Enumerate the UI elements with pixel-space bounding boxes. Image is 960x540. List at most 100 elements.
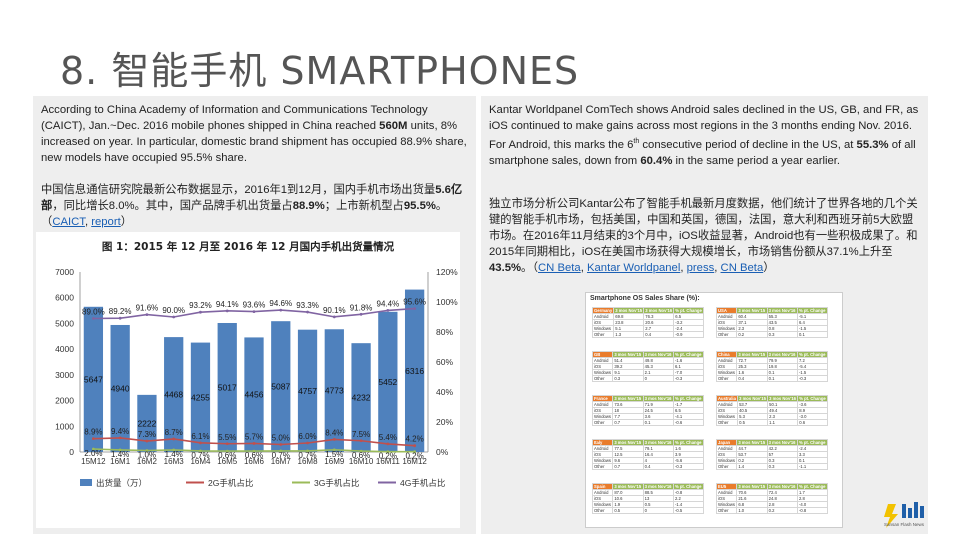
highlight-value: 55.3% xyxy=(856,138,889,151)
bar-value-label: 4468 xyxy=(164,390,183,400)
bar-value-label: 4757 xyxy=(298,386,317,396)
header-cell: % pt. Change xyxy=(672,351,705,358)
table-cell: 0.1 xyxy=(766,375,798,382)
series-data-label: 1.5% xyxy=(325,450,343,459)
region-block: France 3 mos Nov'15 3 mos Nov'16% pt. Chan… xyxy=(591,395,705,426)
slide-title: 8. 智能手机 SMARTPHONES xyxy=(60,49,580,93)
right-axis-tick-label: 60% xyxy=(436,357,453,367)
series-point xyxy=(225,442,229,446)
header-cell: 3 mos Nov'16 xyxy=(642,395,674,402)
text-run: units, 8% increased on year. In particul… xyxy=(41,120,467,164)
series-point xyxy=(172,315,176,319)
series-data-label: 94.6% xyxy=(269,299,292,308)
series-data-label: 1.4% xyxy=(111,450,129,459)
x-tick-label: 16M12 xyxy=(402,457,427,466)
text-run: of all smartphone sales, down from xyxy=(489,138,916,167)
header-cell: Germany xyxy=(591,307,615,314)
table-row: Other 0.2 0.3 0.1 xyxy=(715,331,829,338)
series-point xyxy=(118,448,122,452)
region-header-row: EU5 3 mos Nov'15 3 mos Nov'16% pt. Change xyxy=(715,483,829,490)
text-run: , xyxy=(714,262,721,274)
cnbeta-link-2[interactable]: CN Beta xyxy=(720,262,764,274)
series-point xyxy=(306,449,309,453)
header-cell: 3 mos Nov'16 xyxy=(642,439,674,446)
bar-value-label: 2222 xyxy=(137,418,156,428)
table-cell: 1.1 xyxy=(767,419,799,426)
header-cell: % pt. Change xyxy=(796,351,829,358)
text-run: 。（ xyxy=(521,262,538,274)
table-row: Other 0.7 0.4 -0.3 xyxy=(591,463,705,470)
series-data-label: 94.1% xyxy=(216,300,239,309)
series-point xyxy=(252,442,256,445)
header-cell: 3 mos Nov'15 xyxy=(612,395,644,402)
series-data-label: 8.4% xyxy=(325,428,343,437)
region-block: GB 3 mos Nov'15 3 mos Nov'16% pt. Change An… xyxy=(591,351,705,382)
series-point xyxy=(306,441,309,445)
shipment-chart: 图 1：2015 年 12 月至 2016 年 12 月国内手机出货量情况 0 10… xyxy=(36,232,460,528)
brand-logo: Sansan Flash News xyxy=(880,498,940,532)
series-point xyxy=(413,444,417,448)
table-cell: Other xyxy=(715,507,738,514)
region-table: Japan 3 mos Nov'15 3 mos Nov'16% pt. Chang… xyxy=(715,439,829,470)
x-tick-label: 16M11 xyxy=(376,457,400,466)
left-axis-tick-label: 1000 xyxy=(55,421,74,431)
table-cell: Other xyxy=(591,419,614,426)
table-cell: -0.5 xyxy=(672,507,705,514)
table-cell: Windows xyxy=(591,501,614,508)
series-data-label: 8.7% xyxy=(165,428,183,437)
report-link[interactable]: report xyxy=(91,216,121,228)
press-link[interactable]: press xyxy=(686,262,715,274)
bar xyxy=(351,343,371,452)
series-data-label: 1.4% xyxy=(165,450,183,459)
bar-value-label: 6316 xyxy=(405,366,424,376)
x-tick-label: 16M1 xyxy=(110,457,131,466)
table-row: Other 1.4 0.3 -1.1 xyxy=(715,463,829,470)
header-cell: % pt. Change xyxy=(673,307,704,314)
highlight-value: 43.5% xyxy=(489,262,522,274)
header-cell: 3 mos Nov'16 xyxy=(642,483,674,490)
highlight-value: 88.9% xyxy=(292,200,325,212)
header-cell: 3 mos Nov'15 xyxy=(736,307,768,314)
region-block: Italy 3 mos Nov'15 3 mos Nov'16% pt. Chang… xyxy=(591,439,705,470)
x-tick-label: 16M8 xyxy=(298,457,319,466)
bar xyxy=(271,321,291,452)
table-cell: Windows xyxy=(715,501,738,508)
left-chinese-paragraph: 中国信息通信研究院最新公布数据显示，2016年1到12月，国内手机市场出货量5.… xyxy=(41,182,471,230)
table-cell: -0.9 xyxy=(673,331,704,338)
table-cell: 1.0 xyxy=(736,507,768,514)
caict-link[interactable]: CAICT xyxy=(52,216,85,228)
series-point xyxy=(306,310,309,314)
series-data-label: 5.0% xyxy=(272,434,290,443)
series-point xyxy=(386,442,390,446)
table-cell: 0.4 xyxy=(643,331,675,338)
series-data-label: 91.8% xyxy=(350,303,373,312)
header-cell: 3 mos Nov'15 xyxy=(736,351,768,358)
table-cell: Other xyxy=(715,331,738,338)
left-axis-tick-label: 3000 xyxy=(55,370,74,380)
region-header-row: Japan 3 mos Nov'15 3 mos Nov'16% pt. Chang… xyxy=(715,439,829,446)
left-axis-tick-label: 5000 xyxy=(55,318,74,328)
x-tick-label: 16M3 xyxy=(164,457,185,466)
series-data-label: 90.1% xyxy=(323,306,346,315)
series-point xyxy=(91,317,95,320)
series-data-label: 4.2% xyxy=(405,435,423,444)
left-axis-tick-label: 6000 xyxy=(55,293,74,303)
table-cell: 0.3 xyxy=(612,375,644,382)
series-data-label: 0.2% xyxy=(379,452,397,461)
logo-text: Sansan Flash News xyxy=(884,522,925,527)
table-cell: -1.1 xyxy=(796,463,829,470)
right-axis-tick-label: 20% xyxy=(436,417,453,427)
cnbeta-link[interactable]: CN Beta xyxy=(538,262,581,274)
bar xyxy=(378,311,398,452)
right-english-paragraph: Kantar Worldpanel ComTech shows Android … xyxy=(489,102,921,169)
table-cell: 0.5 xyxy=(612,507,644,514)
series-data-label: 93.6% xyxy=(243,301,266,310)
header-cell: 3 mos Nov'15 xyxy=(736,439,768,446)
text-run: , xyxy=(680,262,687,274)
kantar-worldpanel-link[interactable]: Kantar Worldpanel xyxy=(586,262,681,274)
bar-value-label: 4232 xyxy=(352,393,371,403)
table-cell: 0.2 xyxy=(766,507,798,514)
series-data-label: 9.4% xyxy=(111,427,129,436)
table-cell: 1.4 xyxy=(736,463,768,470)
series-point xyxy=(199,310,202,314)
